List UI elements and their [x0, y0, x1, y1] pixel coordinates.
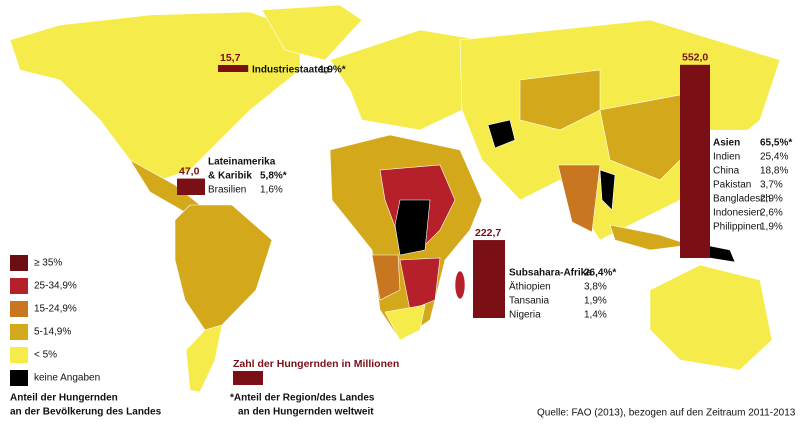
legend-swatch: [10, 324, 28, 340]
label-box: [505, 262, 617, 322]
country-share: 3,7%: [760, 180, 783, 191]
country-share: 3,8%: [584, 282, 607, 293]
country-share: 25,4%: [760, 152, 788, 163]
footnote: *Anteil der Region/des Landes: [230, 393, 375, 404]
legend: ≥ 35% 25-34,9% 15-24,9% 5-14,9% < 5% keine An…: [10, 255, 100, 386]
legend-label: ≥ 35%: [34, 258, 62, 269]
bar: [177, 178, 205, 195]
bar-legend-label: Zahl der Hungernden in Millionen: [233, 358, 399, 370]
region-name: & Karibik: [208, 171, 252, 182]
legend-swatch: [10, 301, 28, 317]
region-share: 5,8%*: [260, 171, 287, 182]
footnote: an den Hungernden weltweit: [238, 407, 374, 418]
legend-title: an der Bevölkerung des Landes: [10, 407, 162, 418]
region-name: Asien: [713, 138, 740, 149]
world-map: [9, 4, 781, 393]
legend-label: 15-24,9%: [34, 304, 77, 315]
bar: [218, 65, 249, 72]
country-name: Indonesien: [713, 208, 762, 219]
bar: [473, 240, 505, 318]
bar-value-label: 222,7: [475, 227, 501, 239]
country-name: Tansania: [509, 296, 549, 307]
country-name: Philippinen: [713, 222, 762, 233]
legend-label: < 5%: [34, 350, 57, 361]
legend-swatch: [10, 370, 28, 386]
legend-label: keine Angaben: [34, 373, 100, 384]
legend-swatch: [10, 255, 28, 271]
country-name: Indien: [713, 152, 740, 163]
country-share: 1,4%: [584, 310, 607, 321]
country-share: 1,6%: [260, 185, 283, 196]
bar-value-label: 552,0: [682, 52, 708, 64]
legend-label: 25-34,9%: [34, 281, 77, 292]
region-name: Subsahara-Afrika: [509, 268, 592, 279]
region-name: Lateinamerika: [208, 157, 276, 168]
country-share: 2,9%: [760, 194, 783, 205]
bar-value-label: 47,0: [179, 165, 200, 177]
country-share: 2,6%: [760, 208, 783, 219]
country-share: 1,9%: [760, 222, 783, 233]
country-name: Nigeria: [509, 310, 541, 321]
region-share: 26,4%*: [584, 268, 616, 279]
legend-swatch: [10, 347, 28, 363]
region-name: Industriestaaten: [252, 65, 329, 76]
bar: [680, 64, 710, 258]
country-name: Äthiopien: [509, 281, 551, 293]
region-share: 1,9%*: [319, 65, 346, 76]
country-share: 1,9%: [584, 296, 607, 307]
country-name: Pakistan: [713, 180, 751, 191]
legend-label: 5-14,9%: [34, 327, 71, 338]
country-share: 18,8%: [760, 166, 788, 177]
source: Quelle: FAO (2013), bezogen auf den Zeit…: [537, 408, 796, 419]
bar-value-label: 15,7: [220, 52, 241, 64]
country-name: Brasilien: [208, 185, 246, 196]
country-name: Bangladesch: [713, 194, 771, 205]
region-share: 65,5%*: [760, 138, 792, 149]
legend-title: Anteil der Hungernden: [10, 393, 118, 404]
label-box: [708, 130, 796, 234]
country-name: China: [713, 166, 740, 177]
legend-swatch: [10, 278, 28, 294]
bar-legend-swatch: [233, 371, 263, 385]
